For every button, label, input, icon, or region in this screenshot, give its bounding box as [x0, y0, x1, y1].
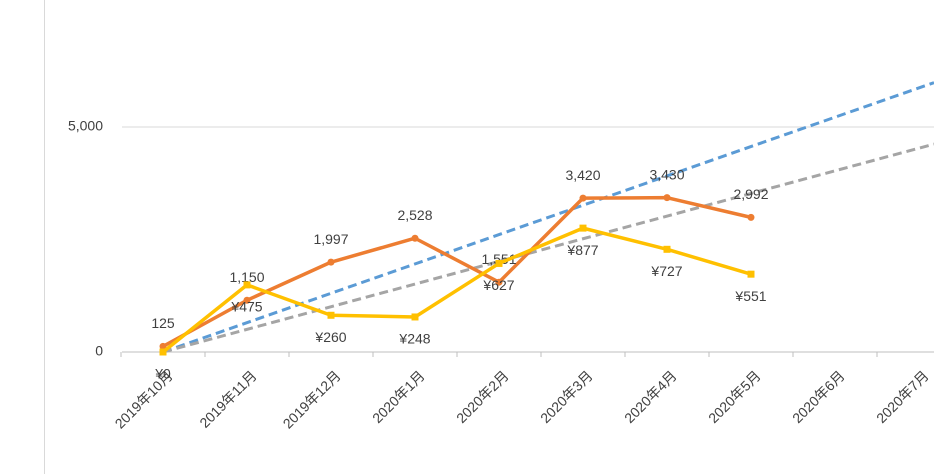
x-tick-label: 2020年2月	[453, 367, 512, 426]
x-tick-label: 2020年7月	[873, 367, 932, 426]
marker	[579, 224, 587, 232]
series-line	[162, 195, 752, 348]
x-tick-label: 2020年6月	[789, 367, 848, 426]
data-label: ¥877	[566, 242, 598, 258]
data-label: ¥260	[314, 329, 346, 345]
marker	[159, 342, 167, 350]
marker	[579, 194, 587, 202]
x-tick-label: 2020年4月	[621, 367, 680, 426]
marker	[243, 281, 251, 289]
x-tick-label: 2019年11月	[196, 367, 259, 430]
data-label: 3,430	[649, 166, 684, 182]
marker	[663, 194, 671, 202]
y-tick-label: 0	[95, 343, 103, 359]
marker	[495, 278, 503, 286]
data-label: ¥0	[154, 366, 171, 382]
trendline	[162, 81, 934, 354]
marker	[411, 234, 419, 242]
marker	[663, 245, 671, 253]
data-label: ¥551	[734, 288, 766, 304]
data-label: ¥475	[230, 299, 262, 315]
marker	[411, 313, 419, 321]
data-label: 2,992	[733, 186, 768, 202]
marker	[747, 270, 755, 278]
marker	[327, 258, 335, 266]
data-label: 1,997	[313, 231, 348, 247]
y-tick-label: 5,000	[68, 118, 103, 134]
marker	[159, 348, 167, 356]
data-label: 125	[151, 315, 175, 331]
data-label: ¥727	[650, 263, 682, 279]
trendline	[162, 142, 934, 354]
data-label: ¥248	[398, 331, 430, 347]
marker	[327, 311, 335, 319]
data-label: ¥627	[482, 277, 514, 293]
x-tick-label: 2020年1月	[369, 367, 428, 426]
data-label: 1,551	[481, 251, 516, 267]
data-label: 1,150	[229, 269, 264, 285]
data-label: 2,528	[397, 207, 432, 223]
series-line	[161, 226, 752, 354]
x-tick-label: 2020年5月	[705, 367, 764, 426]
x-tick-label: 2019年12月	[280, 367, 344, 431]
marker	[747, 213, 755, 221]
marker	[243, 296, 251, 304]
x-tick-label: 2020年3月	[537, 367, 596, 426]
data-label: 3,420	[565, 167, 600, 183]
marker	[495, 259, 503, 267]
